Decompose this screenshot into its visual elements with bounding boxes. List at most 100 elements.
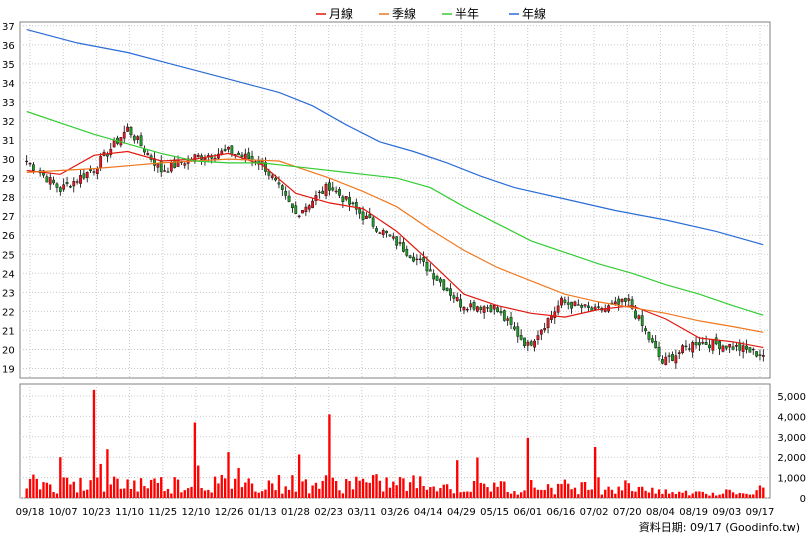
volume-bar-213 [741, 493, 745, 498]
volume-bar-76 [281, 493, 284, 498]
ma-line-1 [26, 158, 764, 333]
volume-bar-38 [153, 478, 156, 498]
volume-bar-5 [42, 482, 45, 498]
volume-bar-75 [277, 475, 281, 498]
candle-body-1 [28, 163, 32, 165]
volume-bar-88 [321, 480, 324, 498]
x-tick-6: 12/26 [215, 507, 244, 518]
volume-bar-54 [207, 489, 210, 498]
volume-bar-144 [509, 493, 513, 498]
candle-body-155 [546, 318, 550, 329]
volume-bar-217 [755, 490, 758, 498]
volume-bar-151 [533, 487, 536, 498]
candle-body-190 [664, 356, 668, 365]
volume-bar-23 [102, 491, 106, 498]
candle-body-162 [570, 301, 573, 309]
candle-body-166 [583, 304, 587, 307]
candle-body-127 [452, 295, 456, 299]
volume-bar-175 [614, 493, 617, 498]
volume-bar-15 [75, 492, 79, 498]
candle-body-93 [338, 189, 341, 196]
volume-bar-190 [664, 489, 667, 498]
volume-bar-18 [86, 489, 89, 498]
volume-bar-84 [308, 493, 311, 498]
candle-body-32 [132, 135, 136, 141]
candle-body-150 [529, 341, 533, 346]
price-tick-11: 30 [2, 155, 15, 166]
candle-body-95 [344, 196, 348, 200]
volume-bar-79 [291, 475, 294, 498]
x-tick-4: 11/25 [148, 507, 177, 518]
candle-body-200 [698, 342, 701, 346]
volume-bar-62 [234, 478, 237, 498]
candle-body-31 [129, 126, 133, 136]
volume-bar-130 [462, 491, 466, 498]
volume-bar-131 [466, 491, 469, 498]
volume-bar-146 [516, 494, 519, 498]
candle-body-7 [48, 177, 52, 185]
volume-bar-218 [758, 485, 762, 498]
x-tick-18: 07/20 [613, 507, 642, 518]
volume-bar-199 [694, 491, 698, 498]
volume-bar-177 [620, 490, 624, 498]
candle-body-103 [371, 217, 375, 227]
candle-body-26 [112, 140, 116, 148]
candle-body-12 [65, 182, 69, 185]
vol-tick-2: 2,000 [777, 453, 806, 464]
candle-body-128 [455, 297, 459, 301]
price-tick-7: 26 [2, 231, 15, 242]
volume-bar-133 [472, 480, 476, 498]
volume-bar-181 [634, 491, 637, 498]
candle-body-214 [745, 345, 748, 350]
candle-body-124 [442, 279, 446, 291]
volume-bar-43 [170, 493, 173, 498]
candle-body-41 [163, 170, 166, 172]
candle-body-215 [748, 347, 752, 353]
volume-bar-148 [523, 490, 526, 498]
candle-body-151 [533, 340, 536, 348]
candle-body-210 [731, 346, 735, 350]
volume-bar-208 [725, 489, 728, 498]
candle-body-21 [95, 168, 99, 175]
volume-bar-137 [486, 487, 489, 498]
price-tick-15: 34 [2, 79, 15, 90]
volume-bar-126 [449, 489, 452, 498]
vol-tick-4: 4,000 [777, 412, 806, 423]
volume-bar-184 [644, 490, 647, 498]
candle-body-199 [694, 342, 698, 346]
volume-bar-40 [160, 477, 163, 498]
volume-bar-4 [38, 489, 42, 498]
volume-bar-56 [213, 476, 217, 498]
candle-body-132 [469, 303, 473, 308]
legend-label-2: 半年 [455, 7, 479, 21]
volume-bar-134 [476, 457, 479, 498]
x-tick-19: 08/04 [646, 507, 675, 518]
candle-body-209 [728, 343, 732, 348]
volume-bar-216 [752, 494, 755, 498]
candle-body-143 [506, 318, 510, 321]
volume-bar-186 [651, 487, 654, 498]
volume-bar-77 [284, 486, 287, 498]
candle-body-122 [435, 276, 439, 281]
price-tick-1: 20 [2, 345, 15, 356]
candle-body-88 [321, 190, 325, 194]
candle-body-167 [587, 305, 590, 308]
candle-body-159 [560, 297, 563, 306]
volume-bar-17 [82, 490, 86, 498]
candle-body-193 [674, 355, 678, 364]
volume-bar-116 [415, 488, 419, 498]
candle-body-120 [428, 269, 432, 272]
volume-bar-64 [240, 487, 244, 498]
candle-body-158 [556, 305, 560, 313]
volume-bar-87 [318, 488, 321, 498]
x-tick-21: 09/03 [712, 507, 741, 518]
volume-bar-195 [681, 492, 684, 498]
volume-bar-81 [297, 454, 301, 498]
candle-body-47 [183, 163, 187, 166]
volume-bar-136 [482, 483, 486, 498]
candle-body-195 [681, 345, 684, 354]
volume-bar-95 [345, 479, 348, 498]
candle-body-175 [613, 301, 617, 305]
candle-body-86 [314, 195, 318, 201]
volume-bar-159 [560, 484, 563, 498]
